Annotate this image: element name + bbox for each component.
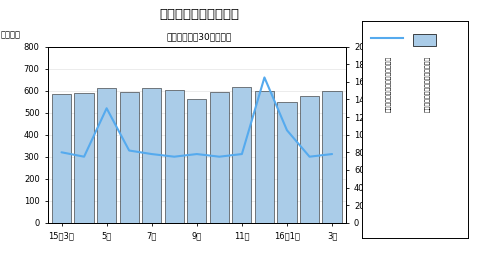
Bar xyxy=(255,91,274,223)
Text: （事業所規模30人以上）: （事業所規模30人以上） xyxy=(167,32,232,41)
Text: 常用労働者一人平均総実労働時間: 常用労働者一人平均総実労働時間 xyxy=(425,55,431,112)
Bar xyxy=(187,99,206,223)
Bar xyxy=(277,102,297,223)
Bar xyxy=(97,88,116,223)
Text: 賃金と労働時間の推移: 賃金と労働時間の推移 xyxy=(159,8,239,21)
Text: （千円）: （千円） xyxy=(0,31,20,40)
Bar xyxy=(323,91,342,223)
Bar xyxy=(210,92,229,223)
Bar xyxy=(52,94,71,223)
Bar xyxy=(165,90,184,223)
Text: 常用労働者一人平均現金給与総額: 常用労働者一人平均現金給与総額 xyxy=(386,55,392,112)
Bar xyxy=(120,92,139,223)
Bar xyxy=(232,87,252,223)
Bar xyxy=(74,93,94,223)
Bar xyxy=(142,88,161,223)
Text: （時間）: （時間） xyxy=(384,31,404,40)
Bar xyxy=(300,96,319,223)
FancyBboxPatch shape xyxy=(413,34,436,46)
